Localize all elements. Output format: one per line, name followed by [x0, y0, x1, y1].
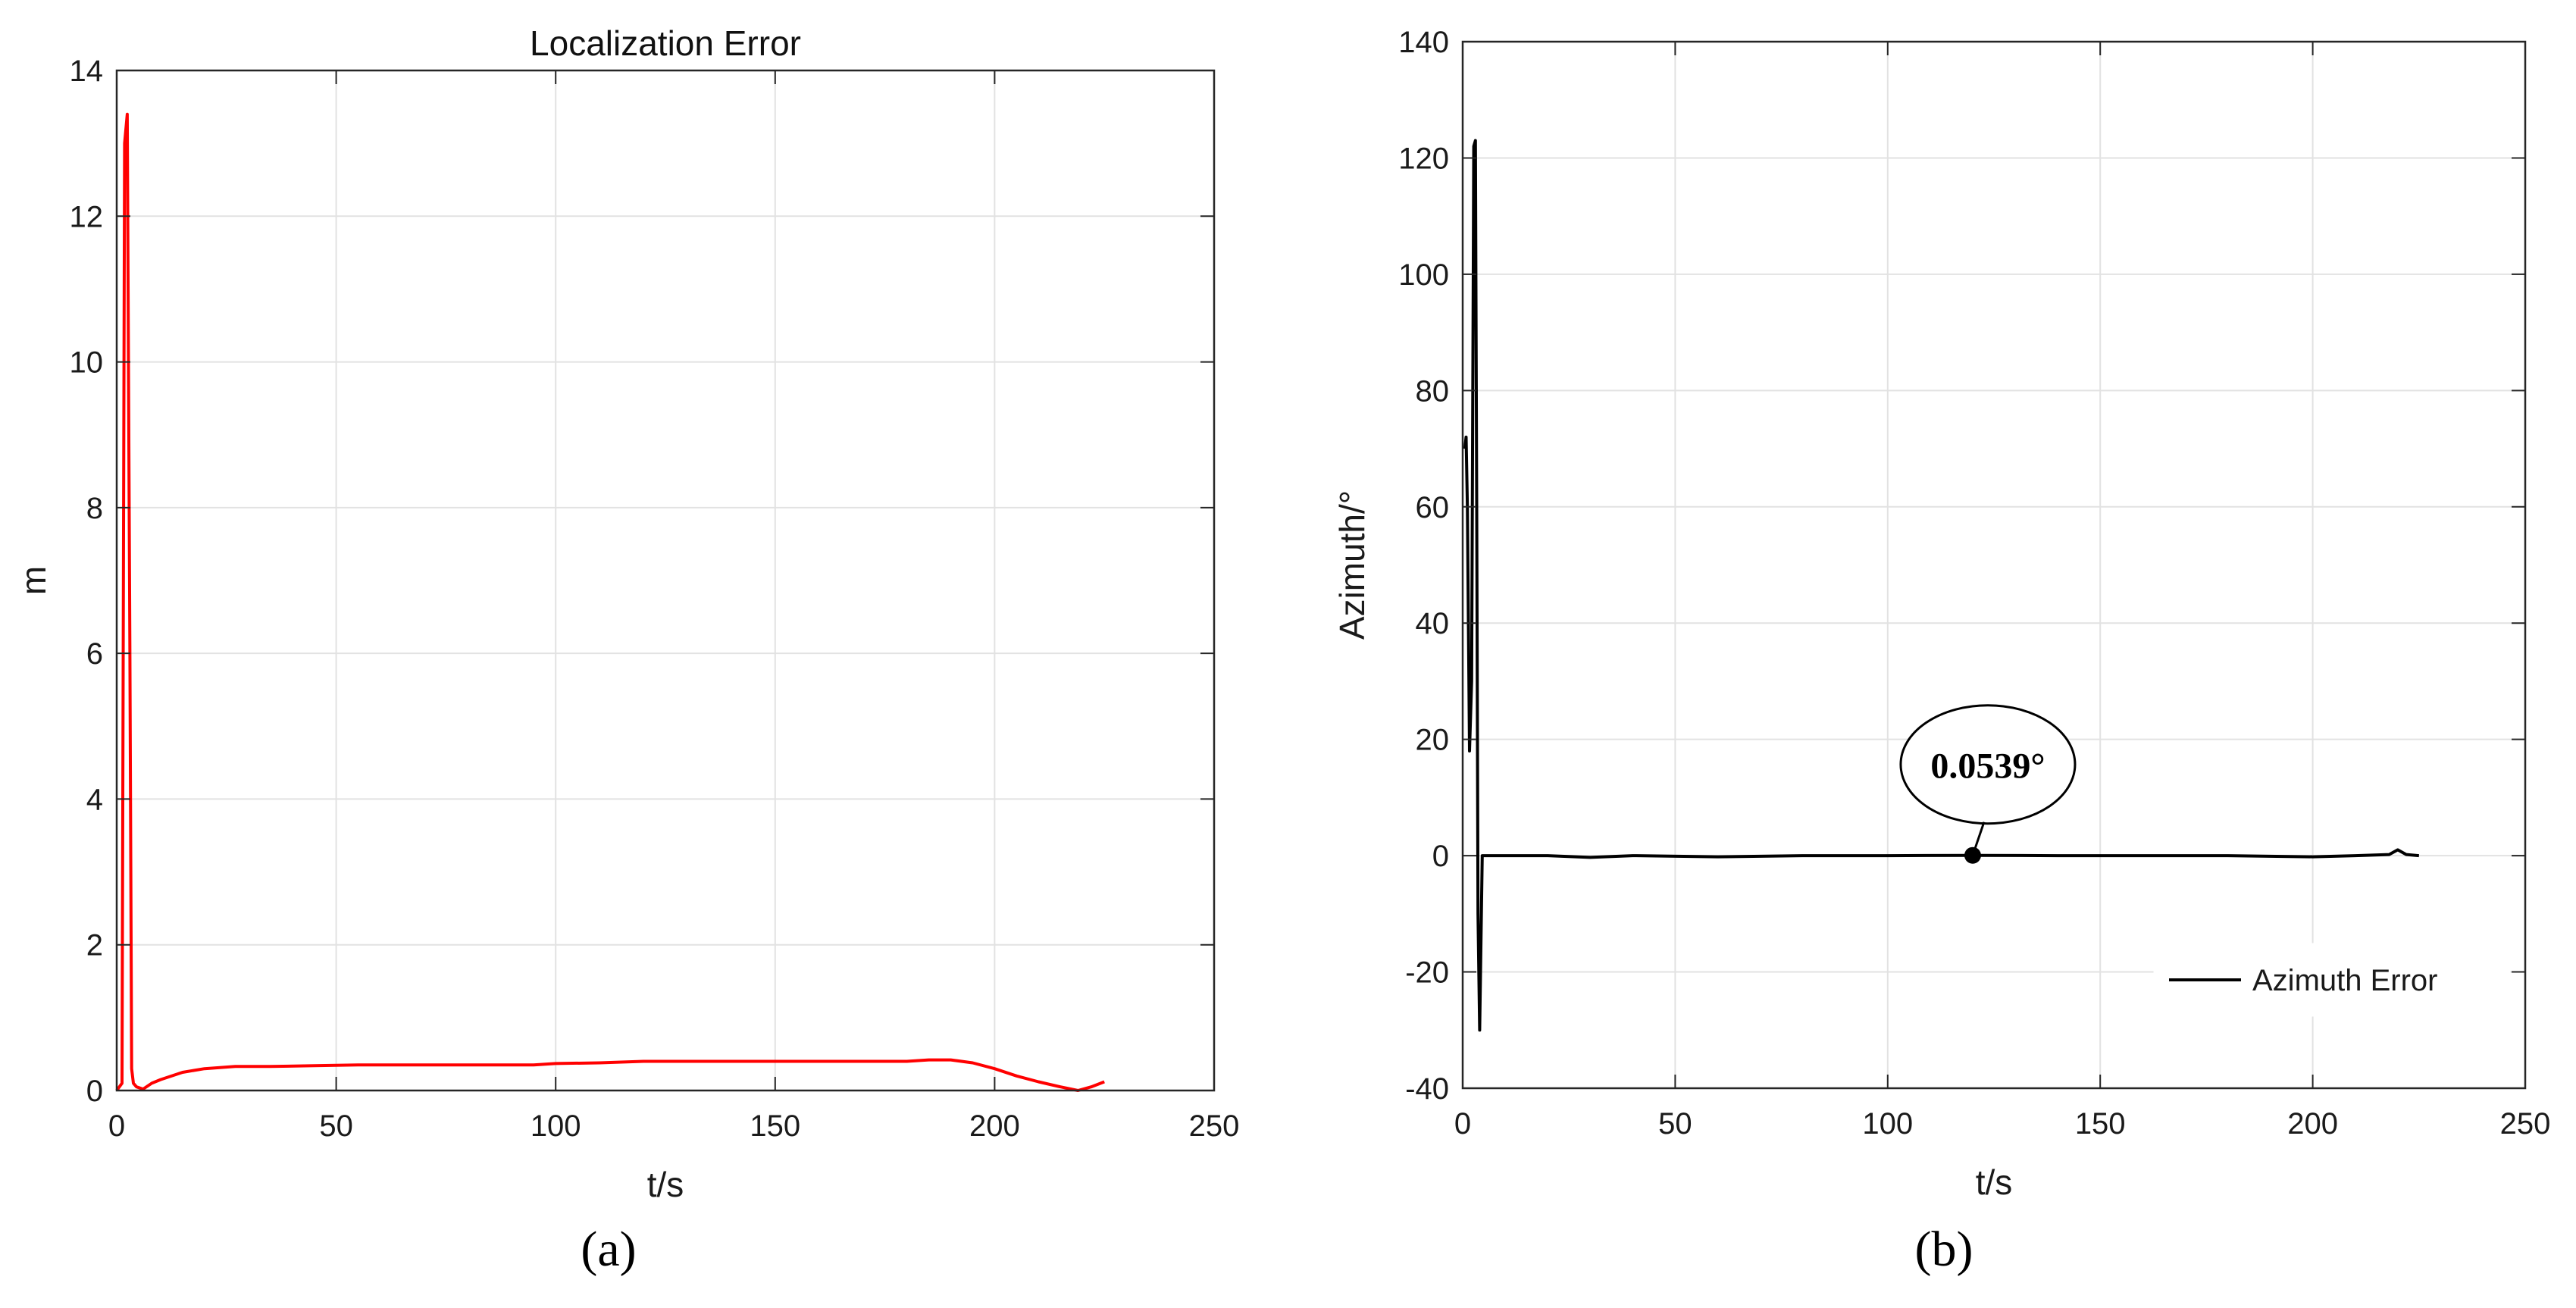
- plot-area: [117, 70, 1214, 1091]
- annotation-text: 0.0539°: [1930, 746, 2045, 787]
- y-tick-label: 60: [1416, 491, 1450, 524]
- y-tick-label: -40: [1405, 1072, 1449, 1106]
- y-tick-label: 40: [1416, 607, 1450, 640]
- panel-b-chart: 0 50 100 150 200 250 -40 -20 0 20 40 60 80 100 120 140 t…: [1332, 26, 2550, 1202]
- y-tick-label: -20: [1405, 956, 1449, 990]
- y-tick-label: 100: [1398, 258, 1449, 292]
- y-tick-label: 80: [1416, 374, 1450, 408]
- x-tick-label: 100: [531, 1109, 581, 1143]
- x-tick-label: 150: [2075, 1107, 2126, 1141]
- annotation-point: [1964, 846, 1981, 864]
- series-line-0: [115, 112, 1105, 1092]
- x-axis-label: t/s: [1976, 1162, 2013, 1202]
- y-tick-label: 12: [70, 200, 104, 233]
- x-tick-label: 200: [969, 1109, 1020, 1143]
- axes-frame: [1461, 40, 2527, 1090]
- y-tick-label: 0: [86, 1075, 103, 1108]
- legend-label: Azimuth Error: [2252, 964, 2438, 997]
- y-tick-label: 140: [1398, 26, 1449, 59]
- chart-title: Localization Error: [530, 23, 801, 63]
- plot-area: [1463, 42, 2525, 1088]
- y-tick-label: 10: [70, 346, 104, 380]
- x-tick-label: 0: [1454, 1107, 1471, 1141]
- annotation-bubble: [1899, 704, 2077, 825]
- panel-b-label: (b): [1915, 1222, 1973, 1277]
- x-tick-label: 0: [108, 1109, 125, 1143]
- y-tick-label: 20: [1416, 724, 1450, 757]
- x-tick-label: 50: [1658, 1107, 1692, 1141]
- x-tick-label: 200: [2287, 1107, 2338, 1141]
- y-tick-label: 4: [86, 783, 103, 816]
- panel-a-label: (a): [581, 1222, 636, 1277]
- y-tick-label: 0: [1432, 840, 1449, 873]
- x-tick-label: 50: [319, 1109, 353, 1143]
- annotation-callout: 0.0539°: [1899, 704, 2077, 864]
- y-axis-label: m: [14, 566, 53, 595]
- x-tick-label: 100: [1862, 1107, 1913, 1141]
- y-tick-label: 2: [86, 929, 103, 962]
- x-tick-label: 150: [750, 1109, 800, 1143]
- series-line-0: [1463, 139, 2419, 1032]
- y-tick-label: 14: [70, 55, 104, 88]
- y-axis-label: Azimuth/°: [1332, 490, 1372, 640]
- y-tick-label: 6: [86, 637, 103, 671]
- legend: Azimuth Error: [2153, 943, 2511, 1017]
- panel-a-chart: 0 50 100 150 200 250 0 2 4 6 8 10 12 14 t/s m Localizati…: [14, 23, 1239, 1204]
- axes-frame: [115, 69, 1216, 1092]
- x-axis-label: t/s: [647, 1165, 684, 1204]
- y-tick-label: 8: [86, 492, 103, 525]
- x-tick-label: 250: [1189, 1109, 1240, 1143]
- x-tick-label: 250: [2500, 1107, 2551, 1141]
- y-tick-label: 120: [1398, 142, 1449, 175]
